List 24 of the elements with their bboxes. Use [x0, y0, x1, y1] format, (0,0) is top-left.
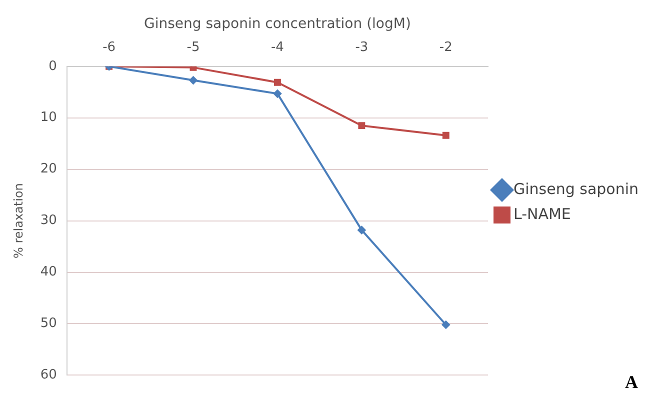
- legend-label: L-NAME: [514, 204, 571, 223]
- x-tick-label: -3: [355, 40, 368, 55]
- y-tick-label: 40: [40, 264, 57, 280]
- point: [189, 76, 198, 84]
- legend-label: Ginseng saponin: [514, 180, 639, 198]
- point: [274, 78, 281, 86]
- y-tick-label: 60: [40, 368, 57, 383]
- x-axis-title: Ginseng saponin concentration (logM): [144, 16, 411, 32]
- x-tick-label: -2: [439, 40, 452, 55]
- y-tick-label: 10: [40, 110, 57, 126]
- y-tick-label: 30: [40, 213, 57, 228]
- y-tick-label: 0: [48, 58, 57, 74]
- x-tick-label: -4: [270, 40, 284, 55]
- point: [358, 226, 366, 234]
- x-tick-label: -5: [186, 40, 200, 55]
- point: [273, 90, 282, 98]
- x-tick-label: -6: [102, 40, 116, 55]
- point: [442, 320, 450, 329]
- y-tick-label: 50: [40, 316, 57, 332]
- point: [442, 132, 450, 139]
- text: A: [625, 372, 638, 393]
- y-axis-title: % relaxation: [11, 183, 26, 259]
- y-tick-label: 20: [40, 162, 57, 177]
- point: [358, 122, 366, 130]
